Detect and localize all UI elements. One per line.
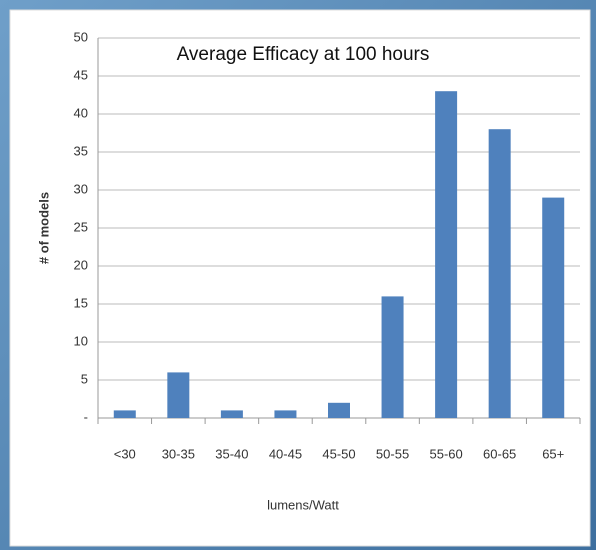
- x-axis-label: lumens/Watt: [267, 497, 339, 512]
- chart-title: Average Efficacy at 100 hours: [177, 44, 430, 65]
- x-tick-label: 45-50: [322, 446, 355, 461]
- y-tick-label: 5: [81, 371, 88, 386]
- bar: [328, 402, 350, 418]
- bar: [381, 296, 404, 418]
- x-tick-label: 40-45: [269, 446, 302, 461]
- x-tick-label: 65+: [542, 446, 564, 461]
- x-tick-label: 60-65: [483, 446, 516, 461]
- x-tick-label: 55-60: [429, 446, 462, 461]
- bar: [220, 410, 243, 418]
- y-tick-label: 35: [74, 143, 88, 158]
- bar: [274, 410, 297, 418]
- y-tick-label: 10: [74, 333, 88, 348]
- y-tick-label: 30: [74, 181, 88, 196]
- y-tick-label: 25: [74, 219, 88, 234]
- y-tick-label: 20: [74, 257, 88, 272]
- y-tick-label: 50: [74, 29, 88, 44]
- y-tick-label: 45: [74, 67, 88, 82]
- x-tick-label: 50-55: [376, 446, 409, 461]
- y-tick-label: 15: [74, 295, 88, 310]
- x-tick-label: 35-40: [215, 446, 248, 461]
- y-axis-label: # of models: [36, 192, 51, 264]
- y-tick-label: -: [84, 409, 88, 424]
- x-tick-label: 30-35: [162, 446, 195, 461]
- bar: [167, 372, 190, 418]
- y-tick-label: 40: [74, 105, 88, 120]
- x-tick-label: <30: [114, 446, 136, 461]
- bar: [435, 91, 458, 418]
- bar: [113, 410, 136, 418]
- bar: [488, 129, 511, 418]
- bar: [542, 197, 565, 418]
